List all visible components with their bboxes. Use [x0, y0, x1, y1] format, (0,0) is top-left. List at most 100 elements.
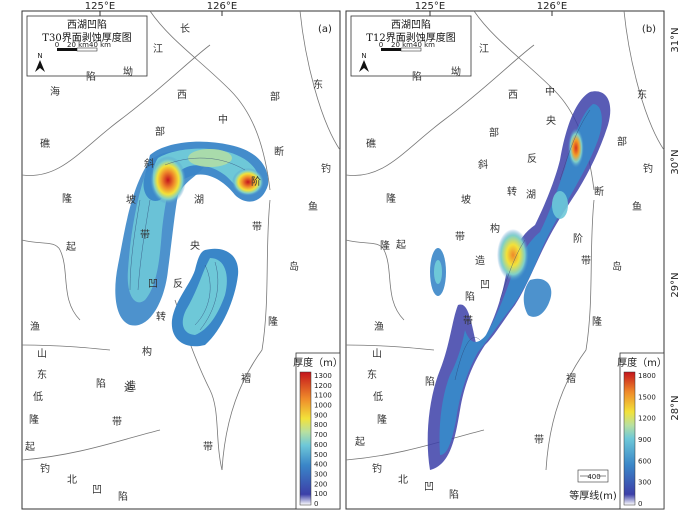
- legend-tick-label: 0: [638, 500, 642, 508]
- svg-text:带: 带: [455, 231, 465, 243]
- north-arrow-icon: N: [35, 52, 45, 72]
- svg-text:江: 江: [479, 43, 489, 55]
- svg-text:东: 东: [637, 88, 647, 101]
- svg-text:西: 西: [177, 90, 187, 101]
- svg-text:凹: 凹: [92, 485, 102, 496]
- svg-text:凹: 凹: [480, 280, 490, 291]
- panel-a-legend-title: 厚度（m）: [293, 356, 343, 369]
- svg-text:40 km: 40 km: [413, 41, 435, 49]
- svg-text:部: 部: [489, 126, 499, 139]
- legend-tick-label: 900: [638, 436, 651, 444]
- svg-text:渔: 渔: [30, 321, 40, 333]
- svg-text:起: 起: [355, 436, 365, 448]
- svg-text:带: 带: [581, 255, 591, 267]
- legend-tick-label: 700: [314, 431, 327, 439]
- panel-b-lat-ticks: 31°N 30°N 29°N 28°N: [670, 27, 681, 420]
- svg-text:部: 部: [270, 90, 280, 103]
- svg-text:构: 构: [490, 222, 500, 235]
- svg-text:20 km: 20 km: [391, 41, 413, 49]
- panel-b-lon-tick: 125°E: [415, 1, 445, 12]
- svg-text:40 km: 40 km: [89, 41, 111, 49]
- svg-text:隆: 隆: [377, 413, 387, 426]
- svg-text:28°N: 28°N: [670, 395, 681, 420]
- svg-text:断: 断: [594, 185, 604, 198]
- svg-text:东: 东: [37, 368, 47, 381]
- panel-a: 125°E 126°E: [21, 1, 343, 510]
- legend-tick-label: 900: [314, 411, 327, 419]
- legend-tick-label: 300: [314, 470, 327, 478]
- svg-text:隆: 隆: [29, 413, 39, 426]
- panel-a-scale-bar: 0 20 km 40 km: [55, 41, 111, 52]
- svg-text:凹: 凹: [148, 279, 158, 290]
- panel-b-legend-colorbar: [623, 371, 636, 506]
- svg-text:隆: 隆: [386, 192, 396, 205]
- svg-text:江: 江: [153, 43, 163, 55]
- svg-text:阶: 阶: [251, 175, 261, 188]
- svg-text:起: 起: [25, 441, 35, 453]
- panel-a-tag: (a): [318, 24, 332, 35]
- svg-text:东: 东: [367, 368, 377, 381]
- svg-text:陷: 陷: [118, 490, 128, 503]
- svg-text:中: 中: [218, 113, 228, 126]
- svg-text:陷: 陷: [425, 375, 435, 388]
- panel-b-title-box: [350, 15, 472, 77]
- svg-text:部: 部: [155, 125, 165, 138]
- panel-a-legend-colorbar: [299, 371, 312, 506]
- svg-text:反: 反: [173, 278, 183, 290]
- panel-a-title-box: [26, 15, 148, 77]
- svg-text:带: 带: [112, 416, 122, 428]
- legend-tick-label: 300: [638, 479, 651, 487]
- legend-tick-label: 100: [314, 490, 327, 498]
- panel-b-thickness-map: [427, 91, 611, 471]
- svg-text:转: 转: [507, 185, 517, 198]
- svg-text:反: 反: [527, 153, 537, 165]
- svg-text:带: 带: [203, 441, 213, 453]
- svg-text:陷: 陷: [86, 70, 96, 83]
- panel-b-title-line2: T12界面剥蚀厚度图: [366, 31, 455, 44]
- panel-b-legend-title: 厚度（m）: [617, 356, 667, 369]
- svg-text:北: 北: [67, 474, 77, 486]
- svg-text:陷: 陷: [96, 377, 106, 390]
- svg-text:0: 0: [55, 41, 59, 49]
- svg-text:褶: 褶: [241, 372, 251, 385]
- svg-text:低: 低: [373, 390, 383, 403]
- legend-tick-label: 600: [314, 441, 327, 449]
- svg-text:造: 造: [475, 254, 485, 267]
- legend-tick-label: 1000: [314, 402, 332, 410]
- svg-text:30°N: 30°N: [670, 149, 681, 174]
- svg-text:陷: 陷: [449, 488, 459, 501]
- legend-tick-label: 1200: [638, 415, 656, 423]
- panel-b-fault-lines: [345, 10, 665, 471]
- panel-b-title-line1: 西湖凹陷: [391, 18, 431, 31]
- svg-text:鱼: 鱼: [308, 200, 318, 213]
- svg-text:长: 长: [180, 23, 190, 35]
- svg-text:钓: 钓: [321, 162, 331, 175]
- svg-text:低: 低: [33, 390, 43, 403]
- legend-tick-label: 0: [314, 500, 318, 508]
- legend-tick-label: 1800: [638, 372, 656, 380]
- svg-text:N: N: [361, 52, 366, 60]
- svg-text:转: 转: [156, 310, 166, 323]
- legend-tick-label: 600: [638, 457, 651, 465]
- north-arrow-icon: N: [359, 52, 369, 72]
- svg-text:西: 西: [508, 90, 518, 101]
- legend-tick-label: 1500: [638, 393, 656, 401]
- panel-a-lon-tick: 125°E: [85, 1, 115, 12]
- panel-b-place-labels: 江 坳 陷 礁 隆 起 中 央 反 转 湖 构 造 凹 带 陷 西 部 斜 坡 …: [355, 43, 653, 501]
- legend-tick-label: 1200: [314, 382, 332, 390]
- svg-text:29°N: 29°N: [670, 272, 681, 297]
- svg-text:海: 海: [50, 85, 60, 98]
- legend-tick-label: 500: [314, 451, 327, 459]
- svg-text:央: 央: [546, 114, 556, 127]
- panel-b-contour-key: 400 等厚线(m): [569, 469, 617, 502]
- svg-text:N: N: [37, 52, 42, 60]
- svg-text:岛: 岛: [612, 260, 622, 273]
- svg-text:起: 起: [396, 239, 406, 251]
- panel-a-lon-tick: 126°E: [207, 1, 237, 12]
- svg-text:隆: 隆: [592, 315, 602, 328]
- svg-text:带: 带: [463, 315, 473, 327]
- svg-text:起: 起: [66, 241, 76, 253]
- panel-b-tag: (b): [642, 24, 656, 35]
- svg-text:岛: 岛: [289, 260, 299, 273]
